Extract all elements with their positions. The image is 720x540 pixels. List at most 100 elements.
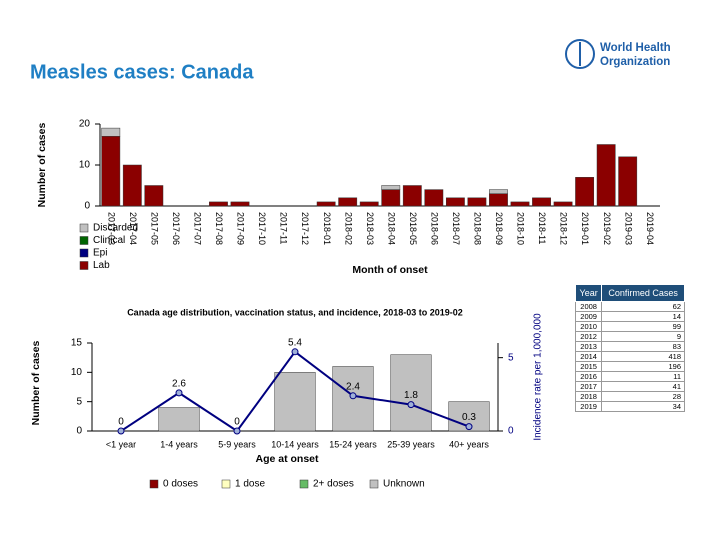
legend-swatch — [299, 479, 309, 489]
bar — [230, 201, 250, 207]
y2-tick-label: 0 — [508, 426, 514, 437]
x-axis-label: Age at onset — [255, 453, 319, 465]
legend-swatch — [79, 236, 89, 245]
x-tick-label: 2017-12 — [300, 212, 310, 245]
bar — [489, 189, 508, 194]
x-tick-label: 2019-04 — [645, 212, 655, 245]
logo-emblem — [565, 39, 595, 69]
x-tick-label: 2019-02 — [602, 212, 612, 245]
bar — [424, 189, 444, 207]
legend-swatch — [79, 261, 89, 270]
y2-axis-label: Incidence rate per 1,000,000 — [533, 313, 544, 441]
x-tick-label: 2019-01 — [580, 212, 590, 245]
legend-label: 0 doses — [163, 479, 198, 490]
table-cell: 11 — [601, 371, 685, 382]
data-label: 2.6 — [172, 379, 186, 390]
table-row: 2014 418 — [574, 351, 685, 362]
x-tick-label: 2018-08 — [473, 212, 483, 245]
x-tick-label: 40+ years — [449, 439, 489, 449]
table-cell: 2013 — [574, 341, 603, 352]
table-row: 2018 28 — [574, 391, 685, 402]
x-tick-label: 2019-03 — [623, 212, 633, 245]
x-tick-label: 2018-01 — [322, 212, 332, 245]
table-row: 2013 83 — [574, 341, 685, 352]
bar — [381, 185, 401, 190]
x-axis-label: Month of onset — [352, 264, 428, 276]
data-label: 0 — [234, 417, 240, 428]
x-tick-label: 2018-12 — [559, 212, 569, 245]
x-tick-label: 5-9 years — [218, 439, 256, 449]
table-cell: 2008 — [574, 301, 603, 312]
x-tick-label: 2017-07 — [193, 212, 203, 245]
y-tick-label: 10 — [71, 367, 83, 378]
bar — [359, 201, 379, 207]
x-tick-label: 2018-05 — [408, 212, 418, 245]
bar — [489, 193, 508, 207]
table-cell: 2009 — [574, 311, 603, 322]
table-row: 2015 196 — [574, 361, 685, 372]
table-header-row: Year Confirmed Cases — [574, 284, 685, 302]
data-label: 0.3 — [462, 412, 476, 423]
line-marker — [233, 427, 241, 435]
legend-label: Lab — [93, 260, 110, 271]
legend-label: Discarded — [93, 223, 138, 234]
x-tick-label: 2017-04 — [128, 212, 138, 245]
table-cell: 62 — [601, 301, 685, 312]
line-marker — [291, 348, 299, 356]
legend-swatch — [369, 479, 379, 489]
bar — [274, 372, 316, 432]
table-row: 2017 41 — [574, 381, 685, 392]
line-marker — [117, 427, 125, 435]
slide-title: Measles cases: Canada — [30, 61, 254, 83]
cases-table: Year Confirmed Cases 2008 62 2009 14 2010 99 201… — [574, 284, 685, 412]
table-header: Year — [574, 284, 603, 302]
table-cell: 83 — [601, 341, 685, 352]
legend-label: Epi — [93, 248, 107, 259]
table-cell: 2010 — [574, 321, 603, 332]
line-marker — [175, 389, 183, 397]
x-tick-label: 2017-11 — [279, 212, 289, 244]
bar — [402, 185, 422, 207]
y-axis-label: Number of cases — [36, 123, 48, 208]
y-tick-label: 0 — [76, 426, 82, 437]
chart-title: Canada age distribution, vaccination sta… — [127, 307, 463, 317]
table-row: 2008 62 — [574, 301, 685, 312]
x-tick-label: 2018-11 — [537, 212, 547, 244]
table-cell: 196 — [601, 361, 685, 372]
table-cell: 2019 — [574, 401, 603, 412]
table-cell: 2017 — [574, 381, 603, 392]
table-row: 2010 99 — [574, 321, 685, 332]
data-label: 2.4 — [346, 381, 360, 392]
x-tick-label: 2018-03 — [365, 212, 375, 245]
legend-label: Clinical — [93, 235, 125, 246]
legend-swatch — [79, 248, 89, 258]
legend-label: Unknown — [383, 479, 425, 490]
table-cell: 99 — [601, 321, 685, 332]
table-cell: 14 — [601, 311, 685, 322]
bar — [445, 197, 465, 207]
bar — [381, 189, 401, 207]
bar — [596, 144, 616, 207]
x-tick-label: 2017-06 — [171, 212, 181, 245]
y-tick-label: 0 — [84, 201, 90, 212]
line-marker — [465, 423, 473, 431]
x-tick-label: 2017-09 — [236, 212, 246, 245]
bar — [532, 197, 551, 207]
y2-tick-label: 5 — [508, 352, 514, 363]
data-label: 0 — [118, 417, 124, 428]
y-axis-label: Number of cases — [30, 341, 42, 426]
line-marker — [407, 401, 415, 409]
bar — [144, 185, 164, 207]
table-row: 2009 14 — [574, 311, 685, 322]
x-tick-label: 2018-07 — [451, 212, 461, 245]
x-tick-label: 2017-10 — [257, 212, 267, 245]
table-cell: 41 — [601, 381, 685, 392]
table-cell: 34 — [601, 401, 685, 412]
table-cell: 418 — [601, 351, 685, 362]
x-tick-label: 2017-03 — [106, 212, 116, 245]
bar — [316, 201, 336, 207]
table-cell: 2016 — [574, 371, 603, 382]
x-tick-label: 10-14 years — [271, 439, 319, 449]
table-row: 2012 9 — [574, 331, 685, 342]
